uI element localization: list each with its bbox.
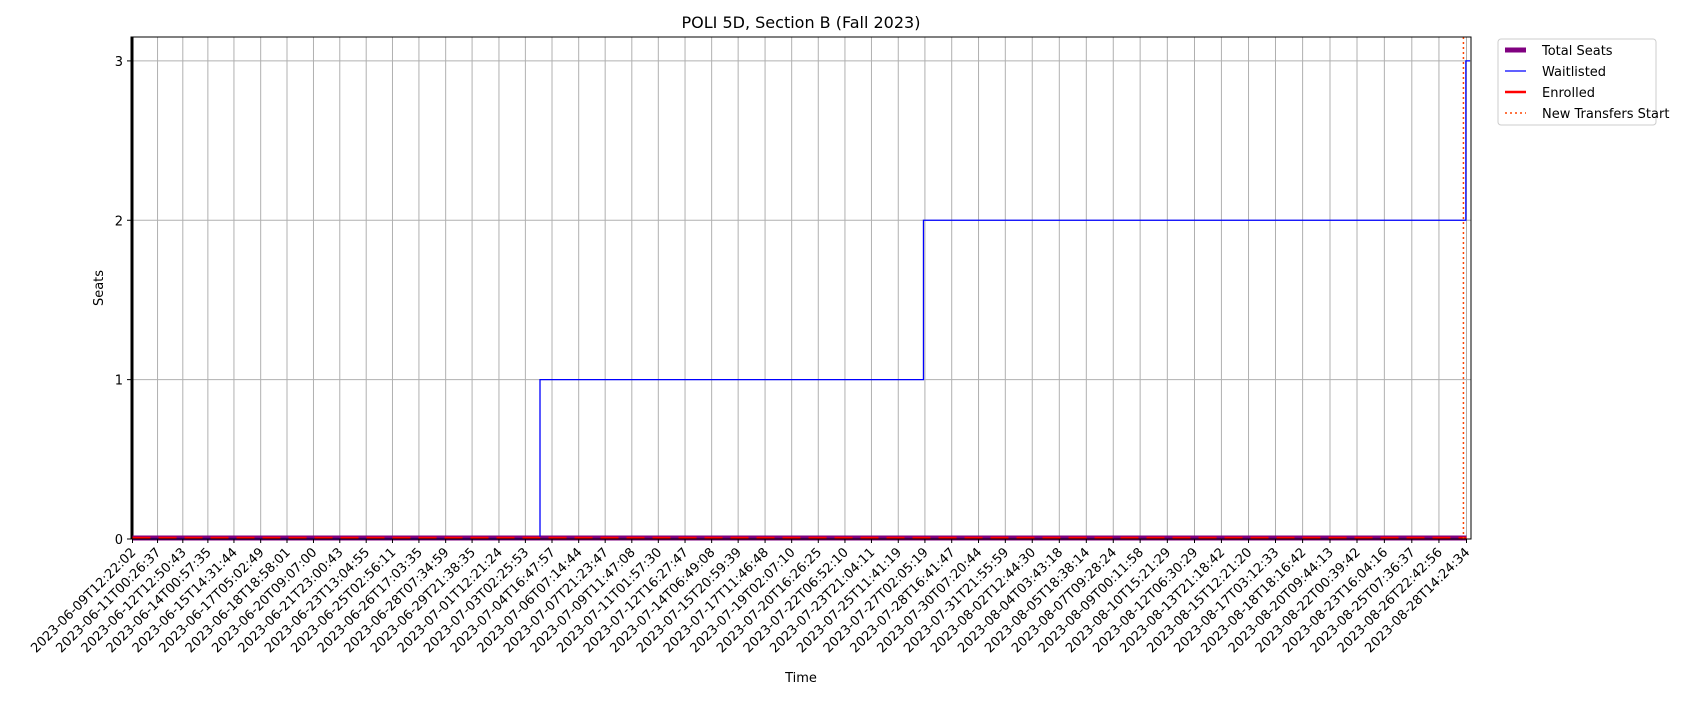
y-tick-label: 1 (115, 374, 123, 389)
legend-label-enrolled: Enrolled (1542, 86, 1595, 101)
legend-box (1497, 38, 1657, 126)
y-tick-label: 2 (115, 214, 123, 229)
y-tick-label: 0 (115, 533, 123, 548)
legend: Total Seats Waitlisted Enrolled New Transfe… (1497, 38, 1669, 126)
y-axis-label: Seats (92, 270, 107, 306)
legend-label-waitlisted: Waitlisted (1542, 65, 1606, 80)
x-axis-ticks: 2023-06-09T12:22:022023-06-11T00:26:3720… (28, 539, 1473, 656)
y-axis-ticks: 0 1 2 3 (115, 55, 131, 548)
plot-frame (130, 36, 1472, 540)
legend-label-new-transfers-start: New Transfers Start (1542, 107, 1669, 122)
y-tick-label: 3 (115, 55, 123, 70)
chart-title: POLI 5D, Section B (Fall 2023) (682, 13, 921, 32)
grid (131, 37, 1471, 540)
legend-label-total-seats: Total Seats (1541, 44, 1613, 59)
series-lines (132, 37, 1470, 541)
x-axis-label: Time (784, 671, 817, 686)
waitlisted-line (132, 60, 1470, 540)
